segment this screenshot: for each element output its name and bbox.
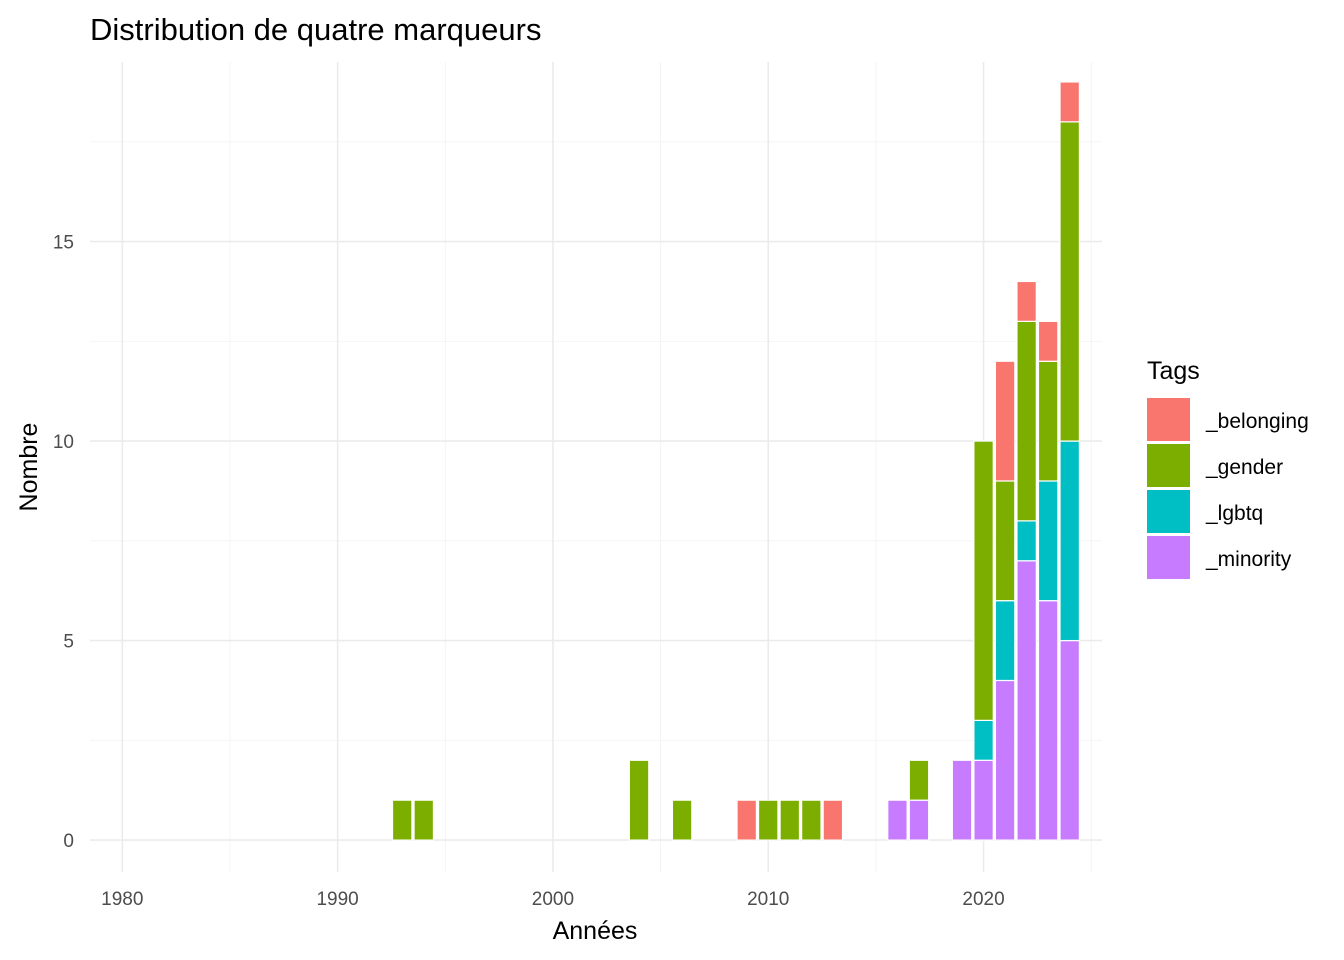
bar-lgbtq-2023 [1037,480,1059,602]
bar-minority-2019 [951,759,973,841]
bar-gender-1994 [413,799,435,841]
bar-gender-2012 [801,799,822,841]
bar-belonging-2022 [1016,280,1037,322]
bar-belonging-2021 [994,360,1016,482]
bar-gender-1993 [391,799,413,841]
legend-label-gender: _gender [1205,456,1283,479]
bar-minority-2022 [1016,560,1037,841]
bar-belonging-2009 [736,799,758,841]
y-tick-label: 0 [63,831,74,852]
bar-gender-2011 [779,799,801,841]
legend-label-minority: _minority [1205,548,1292,571]
bar-minority-2024 [1059,639,1080,841]
bar-gender-2020 [973,440,994,721]
legend-title: Tags [1147,357,1200,385]
legend-key-lgbtq [1147,490,1190,533]
bar-belonging-2024 [1059,81,1080,123]
x-tick-label: 2020 [962,889,1004,910]
legend-key-gender [1147,444,1190,487]
bar-lgbtq-2024 [1059,440,1080,642]
bar-lgbtq-2020 [973,719,994,761]
bar-lgbtq-2021 [994,600,1016,682]
bar-minority-2023 [1037,600,1059,841]
bars [391,81,1080,841]
bar-minority-2017 [908,799,930,841]
legend-key-minority [1147,536,1190,579]
bar-gender-2023 [1037,360,1059,482]
bar-belonging-2023 [1037,320,1059,362]
bar-gender-2006 [671,799,693,841]
y-axis-ticks: 0 5 10 15 [53,233,74,853]
x-tick-label: 2000 [532,889,574,910]
bar-gender-2017 [908,759,930,801]
bar-belonging-2013 [822,799,844,841]
legend-label-lgbtq: _lgbtq [1205,502,1263,525]
y-tick-label: 5 [63,632,74,653]
bar-minority-2016 [887,799,908,841]
bar-minority-2021 [994,679,1016,841]
y-tick-label: 15 [53,233,74,254]
grid [90,62,1102,872]
x-axis-title: Années [553,917,638,945]
bar-minority-2020 [973,759,994,841]
bar-lgbtq-2022 [1016,520,1037,562]
bar-gender-2024 [1059,121,1080,442]
x-tick-label: 1990 [316,889,358,910]
legend-key-belonging [1147,398,1190,441]
bar-gender-2022 [1016,320,1037,522]
bar-gender-2010 [757,799,779,841]
x-axis-ticks: 1980 1990 2000 2010 2020 [101,889,1005,910]
chart-title: Distribution de quatre marqueurs [90,12,541,47]
bar-gender-2004 [628,759,650,841]
x-tick-label: 2010 [747,889,789,910]
y-tick-label: 10 [53,432,74,453]
bar-gender-2021 [994,480,1016,602]
legend-label-belonging: _belonging [1205,410,1309,433]
legend: Tags _belonging _gender _lgbtq _minority [1147,357,1309,579]
y-axis-title: Nombre [15,423,43,512]
x-tick-label: 1980 [101,889,143,910]
